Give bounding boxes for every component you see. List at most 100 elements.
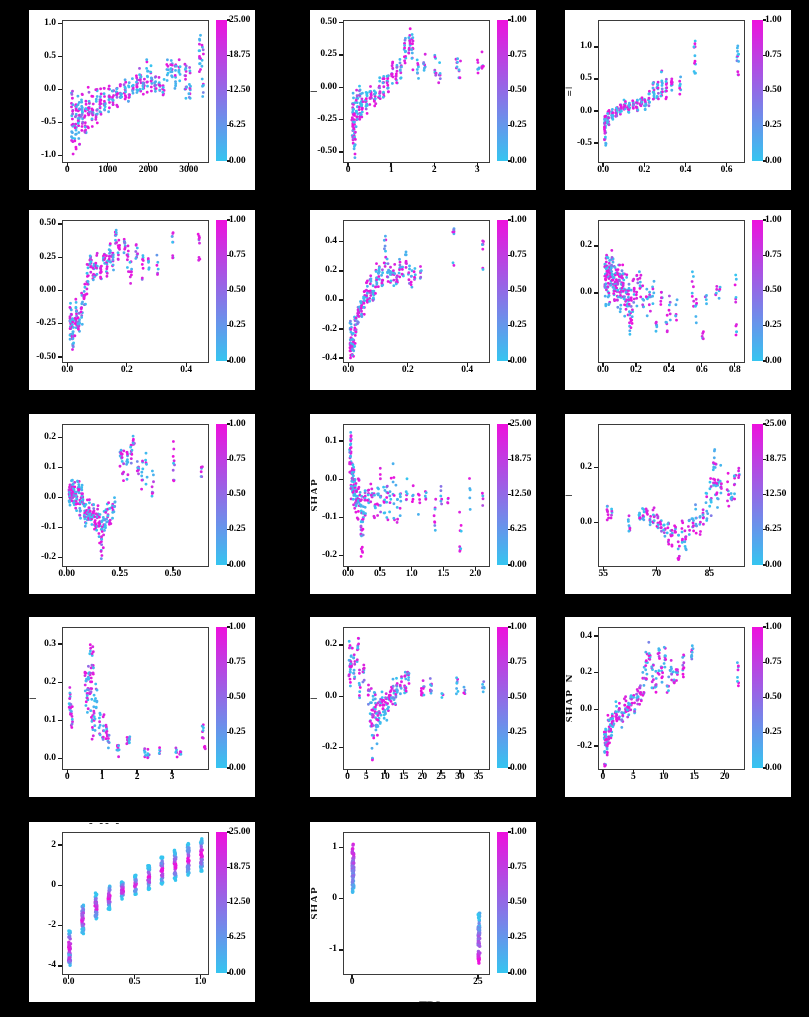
colorbar — [497, 20, 508, 161]
colorbar-label: 1.00 — [510, 621, 527, 632]
y-tick-mark — [58, 121, 62, 124]
subplot-r4c3: SHAP_N -0.2 0.0 0.2 0.4 0 5 10 15 20 1.00 0.75 0.50 0… — [564, 617, 791, 797]
x-tick-mark — [734, 362, 736, 367]
colorbar-label: 1.00 — [510, 826, 527, 837]
x-tick-label: 0.6 — [720, 165, 733, 175]
colorbar-label: 0.00 — [229, 762, 246, 773]
colorbar-label: 0.50 — [229, 489, 246, 499]
x-tick-mark — [66, 769, 68, 774]
x-tick-mark — [708, 566, 711, 571]
x-tick-label: 5 — [630, 772, 636, 782]
y-tick-label: 0.0 — [580, 287, 592, 298]
colorbar-label: 0.75 — [229, 656, 246, 667]
plot-frame — [343, 424, 490, 567]
y-tick-label: -0.50 — [36, 351, 56, 362]
y-tick-label: -0.2 — [40, 552, 56, 562]
colorbar-tick-mark — [227, 564, 230, 566]
x-tick-mark — [347, 566, 349, 571]
scatter-canvas — [603, 39, 740, 147]
colorbar-tick-mark — [508, 89, 511, 92]
grid-cell-empty — [540, 810, 809, 1017]
x-tick-mark — [602, 162, 604, 167]
x-tick-mark — [725, 162, 728, 167]
y-tick-label: -2 — [48, 920, 56, 931]
scatter-canvas — [603, 249, 738, 341]
colorbar-tick-mark — [227, 254, 230, 256]
y-tick-mark — [58, 884, 62, 887]
scatter-canvas — [605, 448, 741, 561]
scatter-canvas — [348, 227, 485, 360]
colorbar-tick-mark — [508, 289, 511, 292]
colorbar-tick-mark — [763, 564, 766, 566]
x-tick-mark — [459, 769, 461, 774]
x-tick-mark — [402, 769, 405, 774]
scatter-canvas — [67, 837, 204, 967]
x-tick-mark — [67, 974, 70, 979]
y-tick-mark — [339, 746, 343, 749]
y-tick-label: 0.2 — [580, 240, 592, 251]
y-tick-label: 0.2 — [44, 432, 56, 442]
colorbar-tick-mark — [508, 458, 511, 460]
x-tick-mark — [474, 566, 476, 571]
colorbar-label: 1.00 — [510, 14, 527, 25]
colorbar-label: 12.50 — [765, 489, 787, 499]
colorbar-label: 25.00 — [510, 418, 532, 429]
x-tick-label: 1 — [388, 165, 394, 175]
y-tick-label: 0.3 — [44, 638, 56, 649]
colorbar-tick-mark — [508, 767, 511, 769]
colorbar-label: 0.00 — [229, 559, 246, 570]
y-tick-mark — [58, 356, 62, 358]
colorbar-label: 6.25 — [510, 524, 527, 535]
colorbar — [216, 20, 227, 161]
plot-frame — [62, 20, 209, 163]
colorbar-label: 0.25 — [765, 120, 782, 131]
y-tick-label: 0.0 — [580, 517, 592, 528]
x-tick-mark — [602, 769, 604, 774]
x-tick-label: 3 — [474, 165, 480, 175]
y-tick-label: 0.50 — [39, 218, 56, 229]
colorbar-tick-mark — [227, 19, 230, 21]
colorbar-tick-mark — [227, 661, 230, 663]
y-tick-mark — [594, 245, 598, 247]
y-tick-label: 0.25 — [39, 251, 56, 262]
colorbar-label: 1.00 — [765, 214, 782, 225]
plot-frame — [62, 627, 209, 770]
y-tick-mark — [594, 467, 598, 469]
y-tick-mark — [339, 440, 343, 442]
colorbar-tick-mark — [508, 160, 511, 162]
colorbar-tick-mark — [763, 626, 766, 628]
x-tick-mark — [185, 362, 187, 367]
colorbar-tick-mark — [227, 219, 230, 221]
colorbar-label: 0.25 — [510, 727, 527, 738]
colorbar-label: 1.00 — [765, 14, 782, 25]
colorbar-label: 12.50 — [229, 897, 251, 907]
y-tick-mark — [594, 78, 598, 80]
y-tick-mark — [58, 88, 62, 91]
colorbar-tick-mark — [763, 360, 766, 362]
plot-frame — [598, 627, 745, 770]
x-tick-label: 0.4 — [679, 165, 692, 175]
colorbar-label: 0.25 — [229, 320, 246, 331]
subplot-r3c2: SHAP -0.2 -0.1 0.0 0.1 0.0 0.5 1.0 1.5 2.0 25.00 18… — [309, 414, 536, 594]
plot-frame — [343, 832, 490, 975]
x-tick-label: 5 — [363, 772, 369, 782]
colorbar-tick-mark — [508, 325, 511, 327]
plot-frame — [598, 424, 745, 567]
colorbar-tick-mark — [508, 423, 511, 425]
colorbar-label: 0.00 — [765, 155, 782, 166]
x-axis-label-fragment: TPS — [380, 996, 480, 1002]
x-tick-label: 0.6 — [695, 365, 708, 375]
colorbar-label: 0.00 — [765, 762, 782, 773]
x-tick-mark — [693, 769, 695, 774]
y-tick-label: 1 — [332, 841, 337, 852]
colorbar-tick-mark — [227, 325, 230, 327]
x-tick-label: 1000 — [98, 165, 118, 175]
colorbar-tick-mark — [763, 696, 766, 699]
y-tick-label: -0.5 — [40, 117, 56, 128]
y-tick-mark — [58, 719, 62, 722]
colorbar-tick-mark — [227, 767, 230, 769]
y-tick-mark — [58, 155, 62, 157]
y-tick-label: 0.25 — [320, 49, 337, 60]
colorbar — [752, 20, 763, 161]
